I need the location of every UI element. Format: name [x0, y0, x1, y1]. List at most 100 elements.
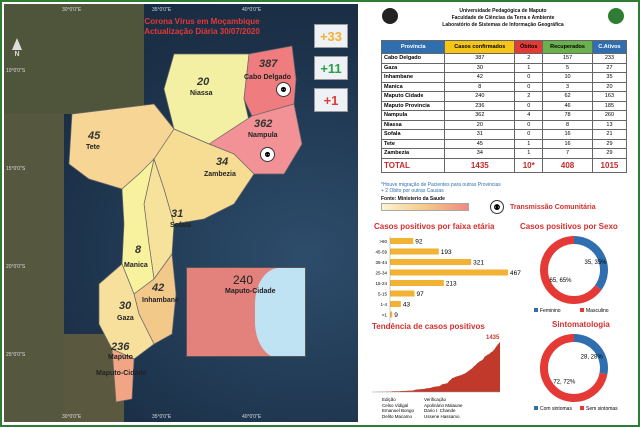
community-transmission-icon: ⚉: [260, 147, 275, 162]
value-cell: 1: [514, 138, 544, 149]
symptom_chart-slice: [540, 334, 608, 402]
age-category-label: >60: [379, 239, 387, 244]
total-value: 1015: [591, 157, 628, 173]
north-arrow-icon: [12, 38, 22, 50]
col-obitos: Óbitos: [514, 40, 544, 54]
value-cell: 10: [542, 72, 593, 83]
trend-chart-title: Tendência de casos positivos: [372, 322, 485, 331]
value-cell: 35: [591, 72, 628, 83]
value-cell: 0: [514, 81, 544, 92]
table-row: Zambezia 34 1 7 29: [380, 148, 628, 159]
lon-label: 40°0'0"E: [242, 7, 262, 13]
age-bar-value: 92: [415, 239, 423, 246]
nampula-count: 362: [254, 118, 273, 130]
institution-header: Universidade Pedagógica de Maputo Faculd…: [378, 5, 628, 35]
value-cell: 29: [591, 148, 628, 159]
value-cell: 163: [591, 91, 628, 102]
table-row: Tete 45 1 16 29: [380, 138, 628, 149]
tete-count: 45: [88, 130, 101, 142]
age-category-label: 25-34: [375, 271, 387, 276]
col-casos: Casos confirmados: [444, 40, 516, 54]
inhambane-count: 42: [152, 282, 165, 294]
province-shapes: [68, 45, 303, 403]
value-cell: 45: [444, 138, 516, 149]
province-cell: Maputo Provincia: [380, 100, 446, 111]
change-box-recovered: +11: [314, 56, 348, 80]
zambezia-label: Zambezia: [204, 171, 236, 178]
symptom-donut-chart: 28, 28% 72, 72% Com sintomas Sem sintomas: [534, 334, 618, 412]
value-cell: 21: [591, 129, 628, 140]
credit-name: Apolinário Malaune: [424, 402, 463, 408]
change-confirmed-value: +33: [319, 28, 343, 44]
niassa-count: 20: [197, 76, 210, 88]
value-cell: 3: [542, 81, 593, 92]
map-title-line2: Actualização Diária 30/07/2020: [144, 27, 260, 36]
lon-label: 40°0'0"E: [242, 414, 262, 420]
mozambique-map: Corona Vírus em Moçambique Actualização …: [4, 4, 358, 422]
value-cell: 7: [542, 148, 593, 159]
value-cell: 30: [444, 62, 516, 73]
value-cell: 236: [444, 100, 516, 111]
value-cell: 185: [591, 100, 628, 111]
community-transmission-icon: ⚉: [276, 82, 291, 97]
maputo-cidade-label: Maputo-Cidade: [225, 288, 276, 295]
age-bar-value: 43: [403, 302, 411, 309]
header-line2: Faculdade de Ciências da Terra e Ambient…: [451, 15, 555, 21]
sofala-label: Sofala: [170, 222, 192, 229]
value-cell: 362: [444, 110, 516, 121]
symptom_chart-legend-label: Com sintomas: [540, 406, 572, 412]
age-category-label: 45-59: [375, 250, 387, 255]
cabo-delgado-count: 387: [259, 58, 278, 70]
header-line1: Universidade Pedagógica de Maputo: [459, 8, 547, 14]
symptom_chart-legend-label: Sem sintomas: [586, 406, 618, 412]
age-bar: [390, 238, 414, 244]
value-cell: 29: [591, 138, 628, 149]
value-cell: 260: [591, 110, 628, 121]
value-cell: 5: [542, 62, 593, 73]
sex-donut-chart: 35, 35% 65, 65% Feminino Masculino: [534, 236, 609, 314]
value-cell: 27: [591, 62, 628, 73]
gaza-label: Gaza: [117, 315, 134, 322]
credits-verificacao: Verificação Apolinário Malaune Dario I. …: [424, 397, 463, 419]
table-row: Cabo Delgado 387 2 157 233: [380, 53, 628, 64]
maputo-cidade-inset: 240 Maputo-Cidade: [186, 267, 306, 357]
value-cell: 62: [542, 91, 593, 102]
age-bar-value: 9: [394, 312, 398, 319]
maputo-label: Maputo: [108, 354, 133, 361]
community-transmission-label: Transmissão Comunitária: [510, 204, 596, 211]
value-cell: 240: [444, 91, 516, 102]
credit-name: Celso Vidigal: [382, 402, 409, 408]
map-title: Corona Vírus em Moçambique Actualização …: [122, 17, 282, 37]
zambezia-count: 34: [216, 156, 229, 168]
lat-label: 10°0'0"S: [6, 68, 26, 74]
lon-label: 35°0'0"E: [152, 7, 172, 13]
maputo-count: 236: [111, 341, 130, 353]
sex_chart-legend-swatch: [580, 308, 584, 312]
value-cell: 78: [542, 110, 593, 121]
compass-label: N: [14, 51, 20, 58]
symptom_chart-legend-swatch: [580, 406, 584, 410]
total-value: 1435: [444, 157, 516, 173]
value-cell: 2: [514, 91, 544, 102]
value-cell: 8: [542, 119, 593, 130]
sex_chart-slice-label: 65, 65%: [549, 278, 572, 284]
table-header-row: Província Casos confirmados Óbitos Recup…: [380, 40, 628, 54]
value-cell: 16: [542, 138, 593, 149]
age-bar: [390, 280, 444, 286]
cabo-delgado-label: Cabo Delgado: [244, 74, 292, 81]
value-cell: 157: [542, 53, 593, 64]
lon-label: 35°0'0"E: [152, 414, 172, 420]
other-causes-note: + 2 Obito por outras Causas: [381, 188, 444, 194]
age-bar: [390, 301, 401, 307]
value-cell: 31: [444, 129, 516, 140]
age-bar: [390, 269, 508, 276]
table-row: Manica 8 0 3 20: [380, 81, 628, 92]
value-cell: 1: [514, 148, 544, 159]
gaza-count: 30: [119, 300, 132, 312]
province-cell: Manica: [380, 81, 446, 92]
manica-label: Manica: [124, 262, 148, 269]
age-category-label: 5-15: [378, 292, 388, 297]
age-chart-title: Casos positivos por faixa etária: [374, 222, 495, 231]
province-gaza: [98, 263, 155, 360]
